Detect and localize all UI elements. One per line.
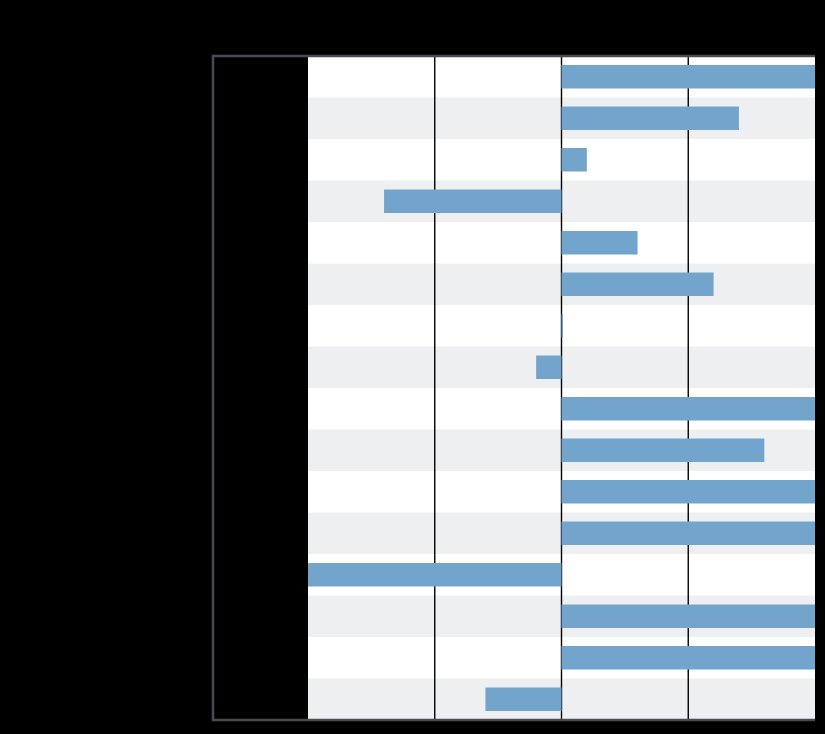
bar (536, 355, 562, 379)
bar (561, 604, 815, 628)
plot-frame (211, 54, 815, 722)
bar (561, 272, 714, 296)
bar (561, 231, 638, 255)
bar (384, 189, 562, 213)
bar (561, 521, 815, 545)
bar (561, 646, 815, 670)
bars (308, 65, 815, 711)
bar (561, 480, 815, 504)
category-label-panel (213, 56, 308, 720)
bar (485, 687, 562, 711)
bar (561, 314, 563, 338)
frame-outline (211, 54, 815, 722)
bar (561, 65, 815, 89)
bar (561, 397, 815, 421)
bar (561, 148, 587, 172)
bar (561, 106, 739, 130)
bar (561, 438, 765, 462)
bar (308, 563, 562, 587)
